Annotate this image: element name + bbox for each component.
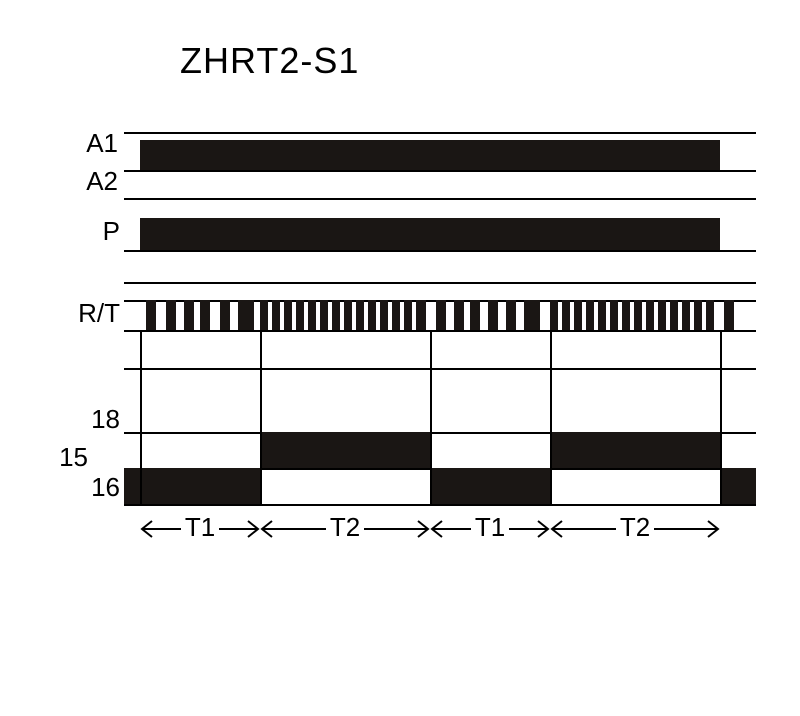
rt-tick (332, 300, 340, 330)
timing-t1-b: T1 (430, 512, 550, 543)
timing-diagram: A1A2PR/T181516T1T2T1T2 (60, 132, 740, 572)
rt-tick (524, 300, 540, 330)
rt-tick (296, 300, 304, 330)
timing-t2-b: T2 (550, 512, 720, 543)
label-16: 16 (78, 472, 120, 503)
v-line (550, 330, 552, 504)
label-15: 15 (46, 442, 88, 473)
rt-tick (284, 300, 292, 330)
timing-t2-b-label: T2 (616, 512, 654, 543)
label-a1: A1 (68, 128, 118, 159)
h-line (124, 170, 756, 172)
timing-t1-b-label: T1 (471, 512, 509, 543)
label-rt: R/T (60, 298, 120, 329)
timing-t1-a: T1 (140, 512, 260, 543)
rt-tick (220, 300, 230, 330)
rt-tick (658, 300, 666, 330)
rt-tick (392, 300, 400, 330)
row16-bar (124, 468, 260, 504)
rt-tick (562, 300, 570, 330)
rt-tick (238, 300, 254, 330)
rt-tick (272, 300, 280, 330)
h-line (124, 330, 756, 332)
row18-bar (550, 432, 720, 468)
rt-tick (308, 300, 316, 330)
rt-tick (470, 300, 480, 330)
rt-tick (344, 300, 352, 330)
h-line (124, 368, 756, 370)
rt-tick (380, 300, 388, 330)
timing-t2-a: T2 (260, 512, 430, 543)
h-line (124, 198, 756, 200)
row16-bar (720, 468, 756, 504)
rt-tick (488, 300, 498, 330)
diagram-title: ZHRT2-S1 (180, 40, 760, 82)
h-line (124, 250, 756, 252)
rt-tick (646, 300, 654, 330)
v-line (430, 330, 432, 504)
label-p: P (86, 216, 120, 247)
p-bar (140, 218, 720, 250)
v-line (260, 330, 262, 504)
label-18: 18 (78, 404, 120, 435)
h-line (124, 504, 756, 506)
rt-tick (184, 300, 194, 330)
rt-tick (550, 300, 558, 330)
rt-tick (622, 300, 630, 330)
rt-tick (634, 300, 642, 330)
rt-tick (404, 300, 412, 330)
h-line (124, 282, 756, 284)
a1-a2-bar (140, 140, 720, 170)
rt-tick (260, 300, 268, 330)
label-a2: A2 (68, 166, 118, 197)
rt-tick (574, 300, 582, 330)
h-line (124, 132, 756, 134)
rt-tick (356, 300, 364, 330)
v-line (720, 330, 722, 504)
rt-tick (586, 300, 594, 330)
row18-bar (260, 432, 430, 468)
rt-tick (724, 300, 734, 330)
rt-tick (200, 300, 210, 330)
rt-tick (682, 300, 690, 330)
row16-bar (430, 468, 550, 504)
rt-tick (598, 300, 606, 330)
rt-tick (416, 300, 426, 330)
timing-t2-a-label: T2 (326, 512, 364, 543)
v-line (140, 330, 142, 504)
rt-tick (694, 300, 702, 330)
rt-tick (320, 300, 328, 330)
rt-tick (146, 300, 156, 330)
rt-tick (670, 300, 678, 330)
rt-tick (436, 300, 446, 330)
rt-tick (166, 300, 176, 330)
timing-t1-a-label: T1 (181, 512, 219, 543)
rt-tick (368, 300, 376, 330)
rt-tick (454, 300, 464, 330)
rt-tick (706, 300, 714, 330)
rt-tick (506, 300, 516, 330)
rt-tick (610, 300, 618, 330)
